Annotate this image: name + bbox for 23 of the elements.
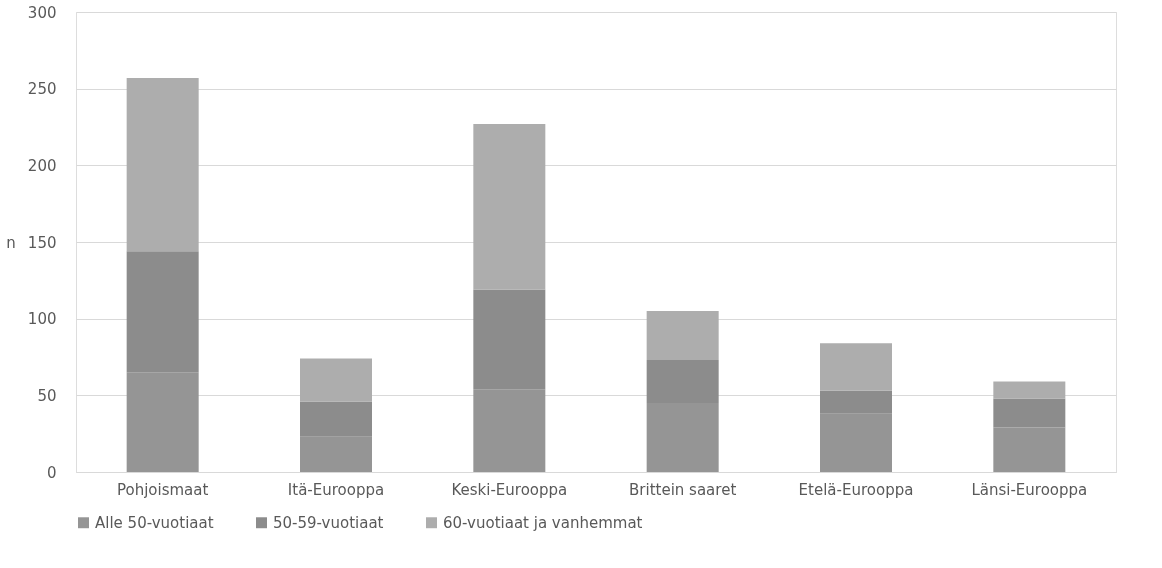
- x-tick-label: Länsi-Eurooppa: [971, 480, 1088, 499]
- y-tick-label: 200: [27, 156, 57, 175]
- legend-label: Alle 50-vuotiaat: [95, 513, 214, 532]
- x-tick-label: Pohjoismaat: [116, 480, 209, 499]
- y-tick-label: 300: [27, 3, 57, 22]
- x-tick-label: Itä-Eurooppa: [287, 480, 385, 499]
- bar: [473, 123, 546, 290]
- y-tick-label: 0: [46, 463, 57, 482]
- x-tick-label: Brittein saaret: [629, 480, 737, 499]
- bar: [646, 311, 719, 361]
- bar: [820, 343, 892, 391]
- bar: [993, 381, 1066, 399]
- legend-label: 50-59-vuotiaat: [273, 513, 384, 532]
- x-tick-label: Etelä-Eurooppa: [798, 480, 914, 499]
- bar: [300, 358, 372, 402]
- y-tick-label: 150: [27, 233, 57, 252]
- legend-label: 60-vuotiaat ja vanhemmat: [443, 513, 643, 532]
- y-axis-title: n: [6, 233, 16, 252]
- y-tick-label: 100: [27, 310, 57, 329]
- bar: [126, 77, 199, 252]
- y-tick-label: 250: [27, 80, 57, 99]
- x-tick-label: Keski-Eurooppa: [451, 480, 568, 499]
- y-tick-label: 50: [37, 386, 57, 405]
